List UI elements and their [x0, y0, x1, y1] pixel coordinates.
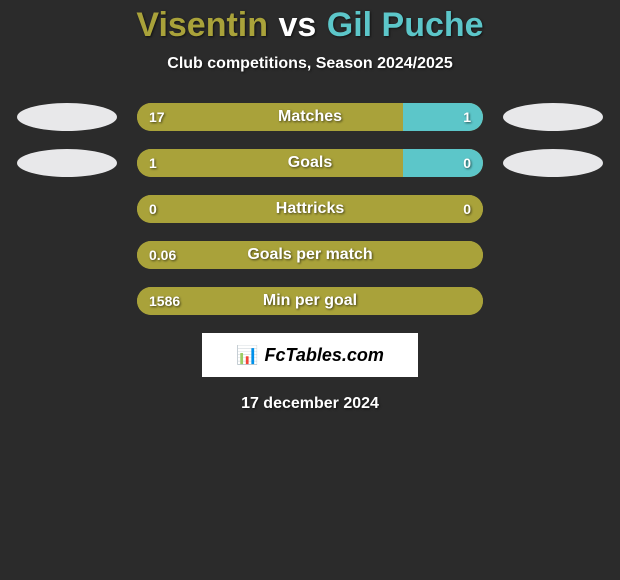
date-stamp: 17 december 2024: [0, 395, 620, 413]
bar-left-fill: [137, 149, 403, 177]
stat-label: Goals: [288, 154, 332, 172]
stat-right-value: 0: [463, 201, 471, 217]
stat-right-value: 0: [463, 155, 471, 171]
stat-left-value: 1: [149, 155, 157, 171]
stat-row: 1586 Min per goal: [0, 287, 620, 315]
stat-left-value: 0.06: [149, 247, 176, 263]
stat-bar: 1586 Min per goal: [137, 287, 483, 315]
stat-row: 0.06 Goals per match: [0, 241, 620, 269]
stat-left-value: 1586: [149, 293, 180, 309]
stat-label: Matches: [278, 108, 342, 126]
stat-bar: 0 Hattricks 0: [137, 195, 483, 223]
stat-left-value: 0: [149, 201, 157, 217]
subtitle: Club competitions, Season 2024/2025: [0, 55, 620, 73]
stat-bar: 17 Matches 1: [137, 103, 483, 131]
vs-text: vs: [278, 6, 316, 44]
stat-label: Goals per match: [247, 246, 372, 264]
bar-left-fill: [137, 103, 403, 131]
stat-label: Min per goal: [263, 292, 357, 310]
stat-label: Hattricks: [276, 200, 344, 218]
stat-row: 17 Matches 1: [0, 103, 620, 131]
player2-name: Gil Puche: [327, 6, 484, 44]
player1-name: Visentin: [136, 6, 268, 44]
player2-ellipse: [503, 149, 603, 177]
player1-ellipse: [17, 149, 117, 177]
stats-rows: 17 Matches 1 1 Goals 0 0 Hattricks 0 0.06 Goals pe…: [0, 103, 620, 315]
stat-row: 1 Goals 0: [0, 149, 620, 177]
logo-text: FcTables.com: [265, 345, 384, 366]
chart-icon: 📊: [236, 345, 258, 366]
player1-ellipse: [17, 103, 117, 131]
stat-right-value: 1: [463, 109, 471, 125]
stat-bar: 0.06 Goals per match: [137, 241, 483, 269]
stat-row: 0 Hattricks 0: [0, 195, 620, 223]
player2-ellipse: [503, 103, 603, 131]
stat-left-value: 17: [149, 109, 165, 125]
fctables-logo: 📊 FcTables.com: [202, 333, 418, 377]
comparison-title: Visentin vs Gil Puche: [0, 0, 620, 45]
stat-bar: 1 Goals 0: [137, 149, 483, 177]
